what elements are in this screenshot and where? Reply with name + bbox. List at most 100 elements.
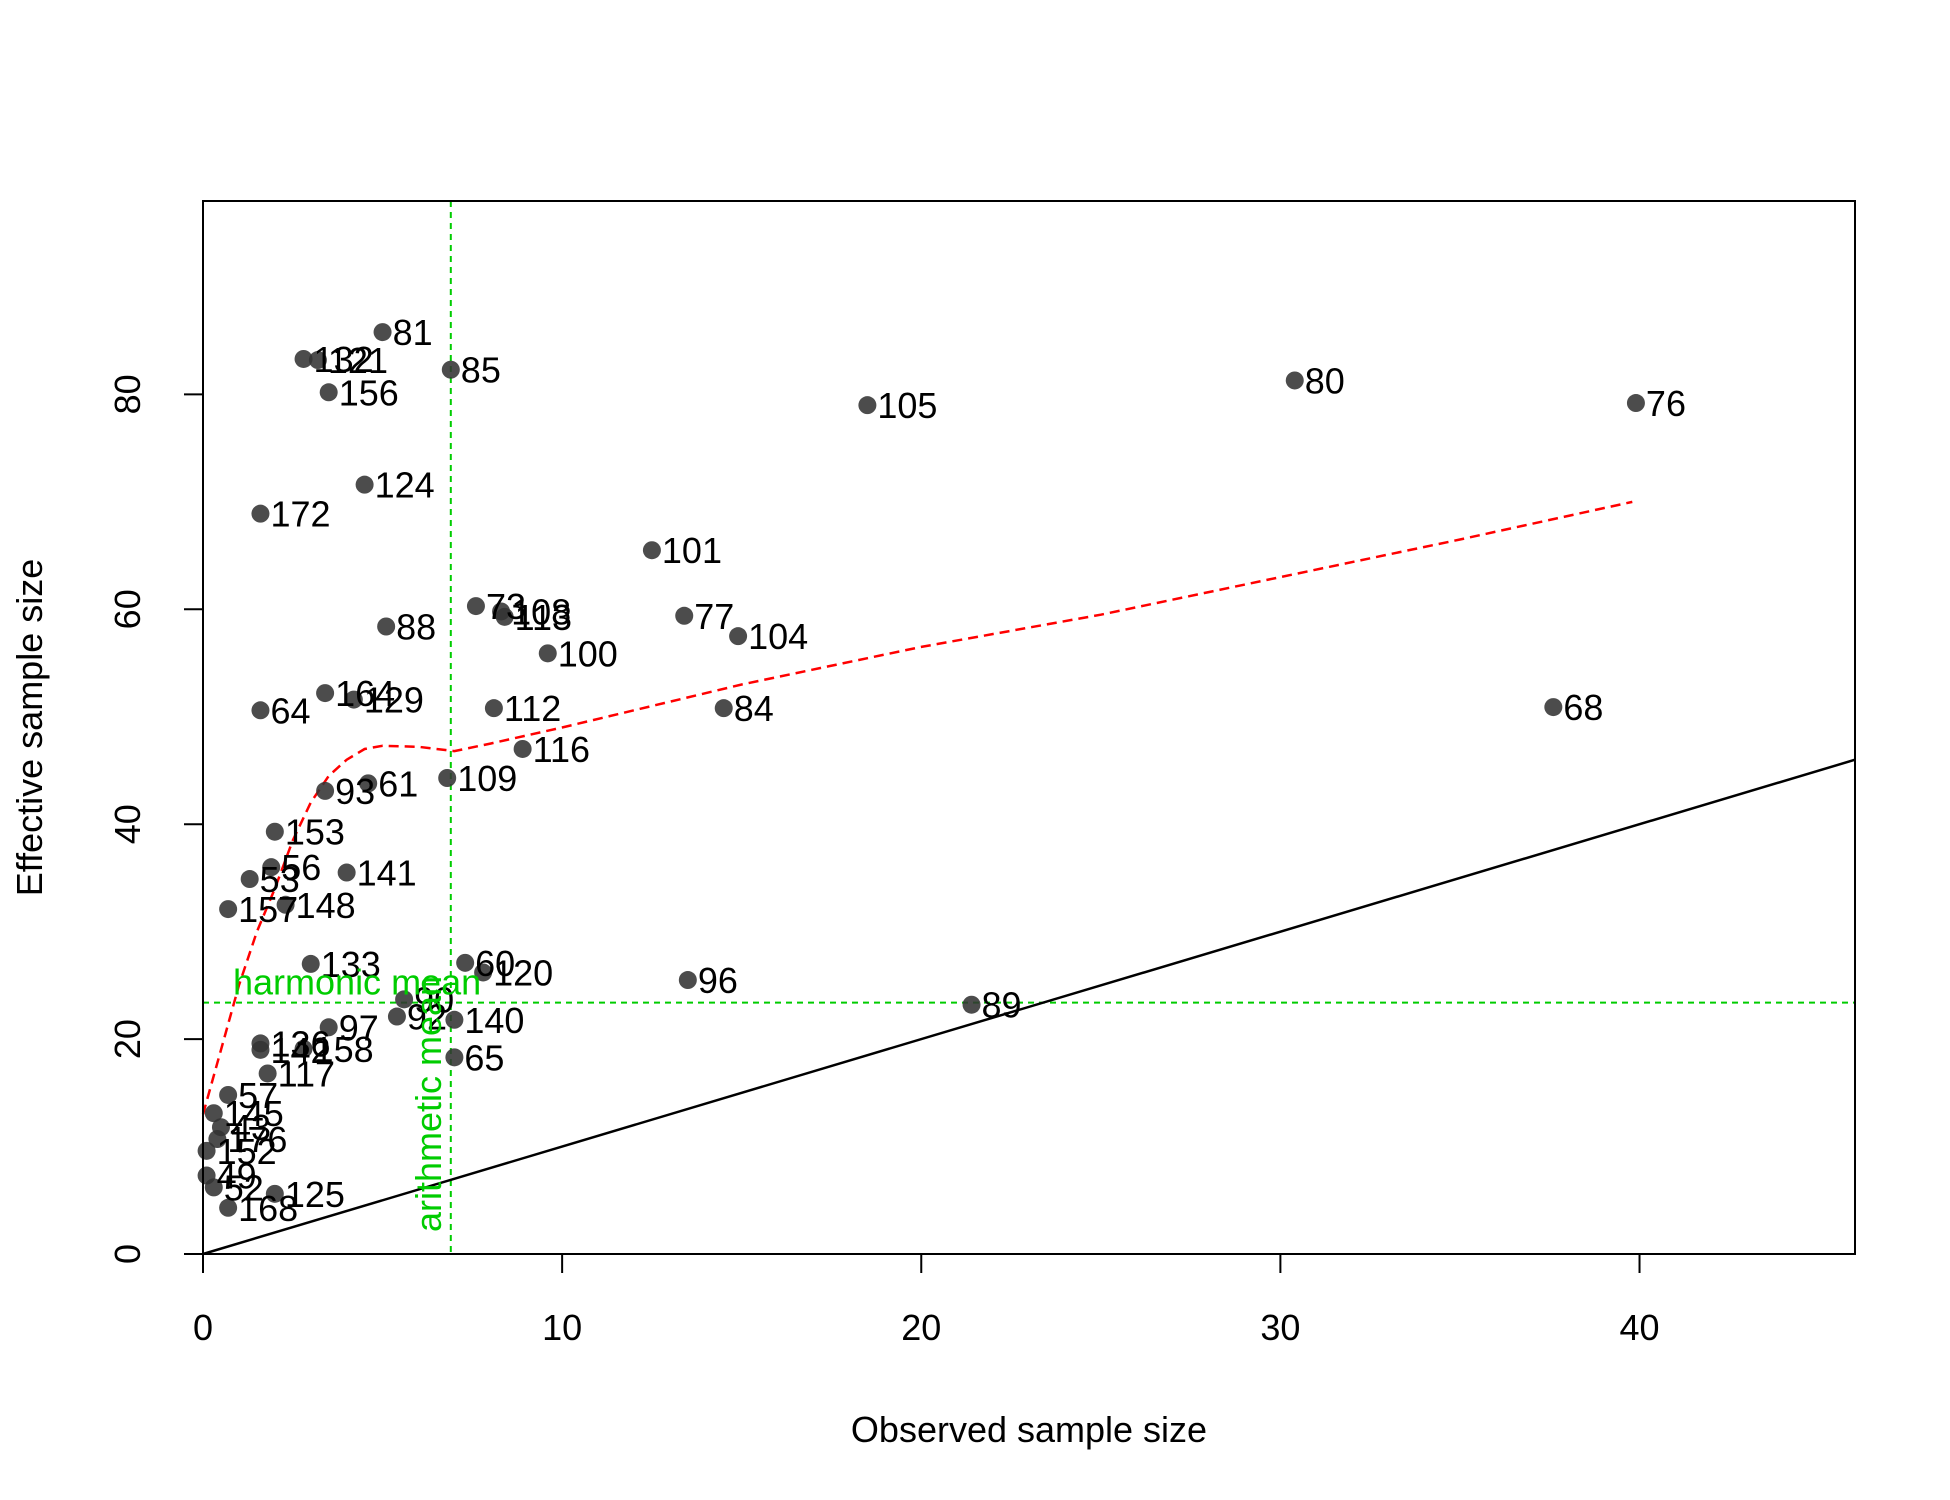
point-label: 97 <box>339 1007 379 1048</box>
point-label: 152 <box>217 1131 277 1172</box>
data-point <box>438 769 457 788</box>
data-point <box>337 863 356 882</box>
arithmetic-mean-label: arithmetic mean <box>408 976 449 1232</box>
identity-line <box>202 758 1856 1256</box>
point-label: 172 <box>270 494 330 535</box>
data-point <box>466 597 485 616</box>
point-label: 108 <box>511 591 571 632</box>
point-label: 105 <box>877 385 937 426</box>
data-point <box>319 1018 338 1037</box>
data-point <box>495 607 514 626</box>
data-point <box>642 541 661 560</box>
y-tick-label: 20 <box>107 1019 148 1059</box>
data-point <box>858 396 877 415</box>
point-label: 142 <box>270 1030 330 1071</box>
point-label: 129 <box>364 680 424 721</box>
data-point <box>484 699 503 718</box>
data-point <box>316 781 335 800</box>
data-point <box>355 475 374 494</box>
point-label: 84 <box>734 688 774 729</box>
point-label: 56 <box>281 847 321 888</box>
point-label: 101 <box>662 530 722 571</box>
point-label: 176 <box>227 1119 287 1160</box>
x-tick-label: 20 <box>901 1307 941 1348</box>
data-point <box>456 953 475 972</box>
data-point <box>208 1130 227 1149</box>
axes: 0 10 20 30 40 0 20 40 60 80 <box>107 374 1660 1348</box>
data-point <box>445 1048 464 1067</box>
data-point <box>204 1104 223 1123</box>
smooth-trend-line <box>201 500 1633 1115</box>
data-point <box>240 870 259 889</box>
data-point <box>294 349 313 368</box>
point-label: 132 <box>314 339 374 380</box>
harmonic-mean-label: harmonic mean <box>233 962 481 1003</box>
point-label: 121 <box>328 340 388 381</box>
point-label: 145 <box>224 1093 284 1134</box>
data-point <box>962 995 981 1014</box>
point-label: 100 <box>558 633 618 674</box>
data-points <box>197 323 1645 1217</box>
data-point <box>474 963 493 982</box>
point-label: 133 <box>321 944 381 985</box>
point-label: 93 <box>335 771 375 812</box>
point-label: 96 <box>698 960 738 1001</box>
data-point <box>441 360 460 379</box>
data-point <box>219 1198 238 1217</box>
data-point <box>197 1141 216 1160</box>
data-point <box>251 1040 270 1059</box>
x-tick-label: 0 <box>193 1307 213 1348</box>
point-label: 81 <box>393 312 433 353</box>
y-tick-label: 0 <box>107 1244 148 1264</box>
data-point <box>395 990 414 1009</box>
data-point <box>276 895 295 914</box>
point-label: 57 <box>238 1075 278 1116</box>
point-label: 43 <box>231 1107 271 1148</box>
data-point <box>294 1039 313 1058</box>
data-point <box>377 617 396 636</box>
point-label: 53 <box>260 859 300 900</box>
data-point <box>344 690 363 709</box>
point-label: 156 <box>339 372 399 413</box>
point-label: 76 <box>1646 383 1686 424</box>
point-label: 124 <box>375 465 435 506</box>
y-tick-label: 80 <box>107 374 148 414</box>
point-label: 88 <box>396 606 436 647</box>
point-label: 157 <box>238 889 298 930</box>
point-label: 104 <box>748 616 808 657</box>
point-label: 68 <box>1563 687 1603 728</box>
data-point <box>319 383 338 402</box>
data-point <box>513 739 532 758</box>
point-label: 168 <box>238 1188 298 1229</box>
point-label: 64 <box>270 690 310 731</box>
point-label: 140 <box>464 1000 524 1041</box>
mean-lines <box>203 201 1855 1254</box>
data-point <box>265 1184 284 1203</box>
data-point <box>359 774 378 793</box>
point-label: 65 <box>464 1037 504 1078</box>
data-point <box>219 900 238 919</box>
point-label: 164 <box>335 673 395 714</box>
x-tick-label: 10 <box>542 1307 582 1348</box>
data-point <box>387 1007 406 1026</box>
data-point <box>265 822 284 841</box>
y-axis-label: Effective sample size <box>9 559 50 896</box>
point-label: 113 <box>515 597 572 638</box>
point-label: 89 <box>982 985 1022 1026</box>
data-point <box>251 701 270 720</box>
point-label: 90 <box>414 979 454 1020</box>
data-point <box>714 699 733 718</box>
data-point <box>373 323 392 342</box>
point-label: 141 <box>357 853 417 894</box>
point-label: 92 <box>407 997 447 1038</box>
point-label: 60 <box>475 943 515 984</box>
y-tick-label: 60 <box>107 589 148 629</box>
x-tick-label: 30 <box>1260 1307 1300 1348</box>
y-tick-label: 40 <box>107 804 148 844</box>
point-label: 61 <box>378 763 418 804</box>
data-point <box>1285 371 1304 390</box>
data-point <box>301 954 320 973</box>
data-point <box>204 1178 223 1197</box>
